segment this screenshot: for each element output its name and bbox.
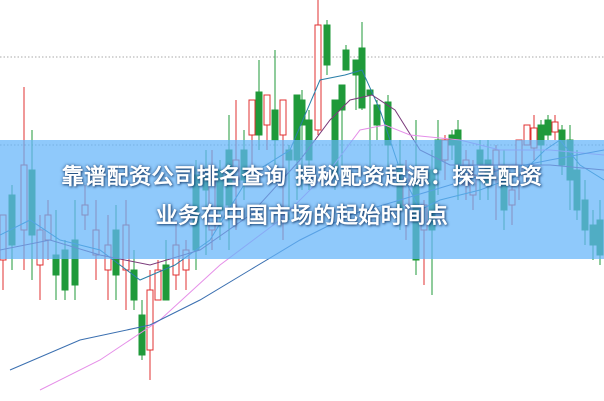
candle-down xyxy=(298,99,306,126)
candle-up xyxy=(314,24,322,131)
candle-down xyxy=(323,24,331,66)
candle-up xyxy=(248,99,256,136)
candle-down xyxy=(162,264,170,301)
title-line-2: 业务在中国市场的起始时间点 xyxy=(155,204,449,229)
candle-down xyxy=(342,49,350,71)
candle-down xyxy=(271,109,279,141)
candle-down xyxy=(338,84,346,111)
candle-up xyxy=(154,269,162,301)
candle-down xyxy=(544,119,552,136)
candle-up xyxy=(551,121,559,133)
candle-down xyxy=(130,269,138,301)
candle-up xyxy=(146,289,154,351)
candle-down xyxy=(138,314,146,356)
candle-down xyxy=(373,104,381,126)
title-line-1: 靠谱配资公司排名查询 揭秘配资起源：探寻配资 xyxy=(61,165,543,190)
candle-down xyxy=(384,101,392,146)
candle-up xyxy=(279,99,287,136)
candle-up xyxy=(263,94,271,126)
title-banner xyxy=(0,140,604,259)
article-title: 靠谱配资公司排名查询 揭秘配资起源：探寻配资 业务在中国市场的起始时间点 xyxy=(0,158,604,236)
candle-down xyxy=(255,91,263,136)
candle-down xyxy=(358,47,366,109)
